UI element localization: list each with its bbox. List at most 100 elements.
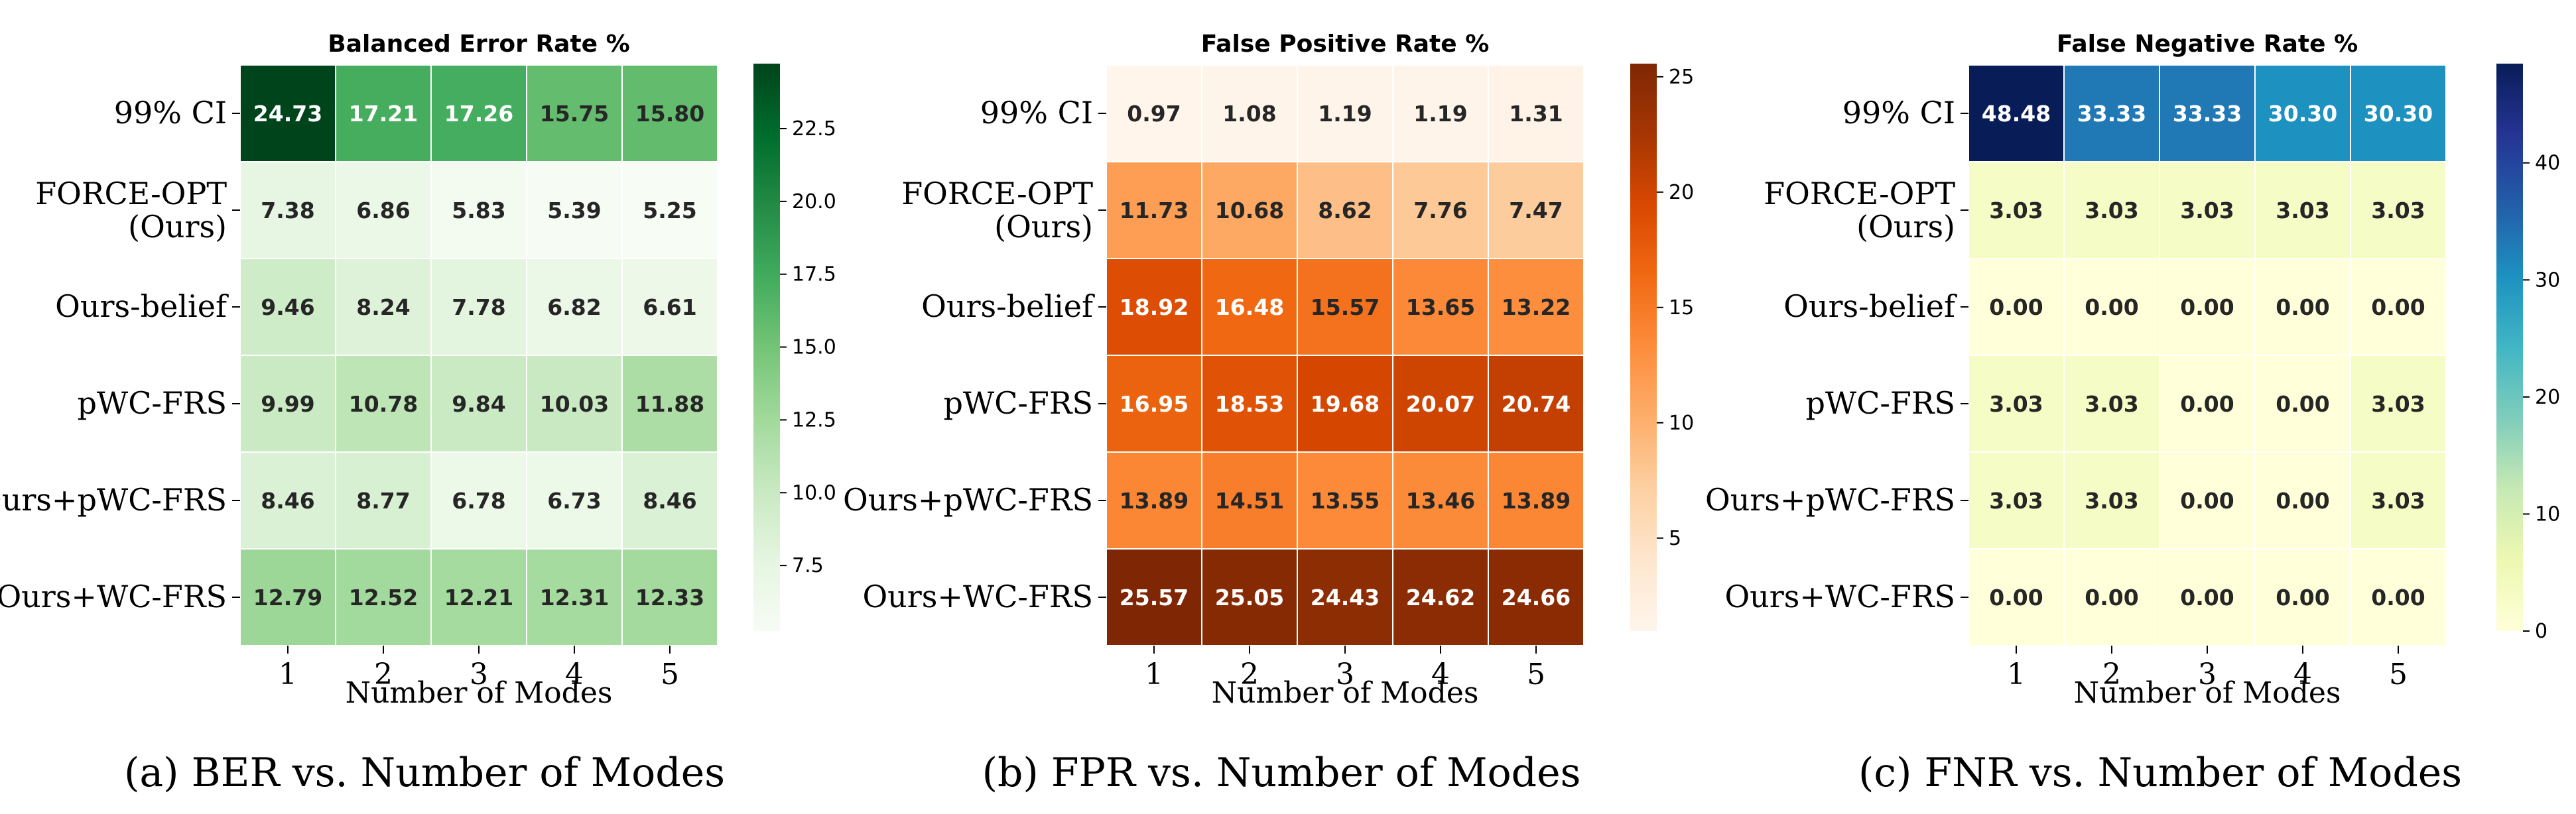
cell-value-label: 12.79	[253, 585, 322, 610]
heatmap-cell-r5-c3	[430, 451, 527, 550]
cell-value-label: 5.25	[643, 198, 696, 223]
cell-value-label: 17.21	[349, 101, 418, 127]
cell-value-label: 3.03	[2180, 198, 2234, 223]
heatmap-cell-r1-c2	[2063, 64, 2160, 162]
cell-value-label: 0.00	[2276, 391, 2329, 417]
heatmap-cell-r5-c5	[1488, 451, 1584, 550]
colorbar-tick-label: 20.0	[792, 190, 836, 213]
heatmap-cell-r3-c3	[430, 258, 527, 356]
heatmap-cell-r5-c5	[2350, 451, 2447, 550]
heatmap-cell-r1-c5	[621, 64, 718, 162]
figure-caption: (a) BER vs. Number of Modes	[124, 750, 725, 796]
cell-value-label: 11.88	[635, 391, 704, 417]
cell-value-label: 7.76	[1413, 198, 1467, 223]
heatmap-cell-r3-c3	[2159, 258, 2256, 356]
heatmap-cell-r3-c5	[2350, 258, 2447, 356]
x-tick-label: 4	[2293, 658, 2312, 691]
heatmap-cell-r6-c5	[1488, 548, 1584, 646]
cell-value-label: 24.43	[1311, 585, 1380, 610]
heatmap-cell-r6-c3	[2159, 548, 2256, 646]
cell-value-label: 14.51	[1215, 488, 1284, 514]
heatmap-cell-r5-c2	[2063, 451, 2160, 550]
cell-value-label: 1.31	[1509, 101, 1563, 127]
cell-value-label: 3.03	[1989, 391, 2043, 417]
row-label-ours-pwc-frs: Ours+pWC-FRS	[0, 482, 227, 518]
heatmap-cell-r3-c5	[621, 258, 718, 356]
cell-value-label: 48.48	[1982, 101, 2051, 127]
heatmap-cell-r5-c4	[2254, 451, 2351, 550]
cell-value-label: 17.26	[444, 101, 513, 127]
row-label-99-ci: 99% CI	[1842, 95, 1955, 131]
cell-value-label: 16.95	[1120, 391, 1189, 417]
colorbar	[2496, 64, 2523, 631]
row-label-ours-belief: Ours-belief	[921, 288, 1095, 324]
heatmap-cell-r1-c1	[239, 64, 336, 162]
cell-value-label: 0.00	[2085, 585, 2138, 610]
cell-value-label: 0.00	[2180, 585, 2234, 610]
heatmap-cell-r4-c2	[2063, 355, 2160, 453]
heatmap-cell-r4-c5	[621, 355, 718, 453]
cell-value-label: 3.03	[2371, 391, 2425, 417]
colorbar-tick-label: 10	[1669, 412, 1694, 435]
heatmap-cell-r4-c5	[1488, 355, 1584, 453]
heatmap-cell-r1-c5	[1488, 64, 1584, 162]
x-tick-label: 5	[2389, 658, 2408, 691]
cell-value-label: 0.00	[1989, 294, 2043, 320]
heatmap-cell-r6-c3	[430, 548, 527, 646]
colorbar-tick-label: 15.0	[792, 336, 836, 359]
cell-value-label: 13.46	[1406, 488, 1475, 514]
x-axis-label: Number of Modes	[346, 676, 613, 710]
row-label-pwc-frs: pWC-FRS	[943, 385, 1093, 421]
colorbar-tick-label: 15	[1669, 296, 1694, 320]
heatmap-cell-r3-c4	[526, 258, 623, 356]
heatmap-cell-r1-c4	[526, 64, 623, 162]
cell-value-label: 3.03	[2276, 198, 2329, 223]
heatmap-cell-r1-c5	[2350, 64, 2447, 162]
heatmap-cell-r5-c5	[621, 451, 718, 550]
row-label-ours-pwc-frs: Ours+pWC-FRS	[1705, 482, 1955, 518]
x-tick-label: 5	[1527, 658, 1545, 691]
heatmap-cell-r3-c1	[1968, 258, 2065, 356]
cell-value-label: 6.86	[356, 198, 410, 223]
heatmap-cell-r6-c2	[1201, 548, 1298, 646]
cell-value-label: 11.73	[1120, 198, 1189, 223]
heatmap-cell-r5-c1	[239, 451, 336, 550]
heatmap-cell-r1-c2	[1201, 64, 1298, 162]
cell-value-label: 13.89	[1120, 488, 1189, 514]
cell-value-label: 8.77	[356, 488, 410, 514]
cell-value-label: 0.00	[2180, 294, 2234, 320]
row-label-force-opt-ours: FORCE-OPT (Ours)	[35, 176, 227, 245]
cell-value-label: 30.30	[2364, 101, 2433, 127]
heatmap-cell-r3-c2	[335, 258, 432, 356]
heatmap-cell-r6-c2	[2063, 548, 2160, 646]
heatmap-cell-r4-c1	[1968, 355, 2065, 453]
cell-value-label: 0.00	[2085, 294, 2138, 320]
heatmap-cell-r5-c4	[1392, 451, 1489, 550]
heatmap-cell-r6-c4	[526, 548, 623, 646]
heatmap-cell-r6-c1	[1968, 548, 2065, 646]
x-tick-label: 5	[661, 658, 679, 691]
cell-value-label: 12.31	[540, 585, 609, 610]
heatmap-cell-r1-c2	[335, 64, 432, 162]
cell-value-label: 3.03	[2085, 391, 2138, 417]
cell-value-label: 13.89	[1502, 488, 1571, 514]
cell-value-label: 0.00	[2180, 391, 2234, 417]
cell-value-label: 6.82	[547, 294, 601, 320]
cell-value-label: 0.00	[2276, 585, 2329, 610]
cell-value-label: 25.05	[1215, 585, 1284, 610]
heatmap-cell-r3-c2	[1201, 258, 1298, 356]
heatmap-cell-r4-c4	[1392, 355, 1489, 453]
heatmap-cell-r1-c3	[430, 64, 527, 162]
colorbar-tick-label: 12.5	[792, 408, 836, 432]
cell-value-label: 3.03	[1989, 488, 2043, 514]
row-label-ours-pwc-frs: Ours+pWC-FRS	[843, 482, 1093, 518]
heatmap-cell-r2-c1	[1968, 161, 2065, 259]
cell-value-label: 18.92	[1120, 294, 1189, 320]
colorbar	[1630, 64, 1657, 631]
chart-title: False Negative Rate %	[2057, 30, 2358, 58]
heatmap-cell-r4-c4	[526, 355, 623, 453]
row-label-ours-belief: Ours-belief	[1783, 288, 1957, 324]
cell-value-label: 15.80	[635, 101, 704, 127]
x-tick-label: 4	[1431, 658, 1450, 691]
heatmap-cell-r5-c2	[1201, 451, 1298, 550]
